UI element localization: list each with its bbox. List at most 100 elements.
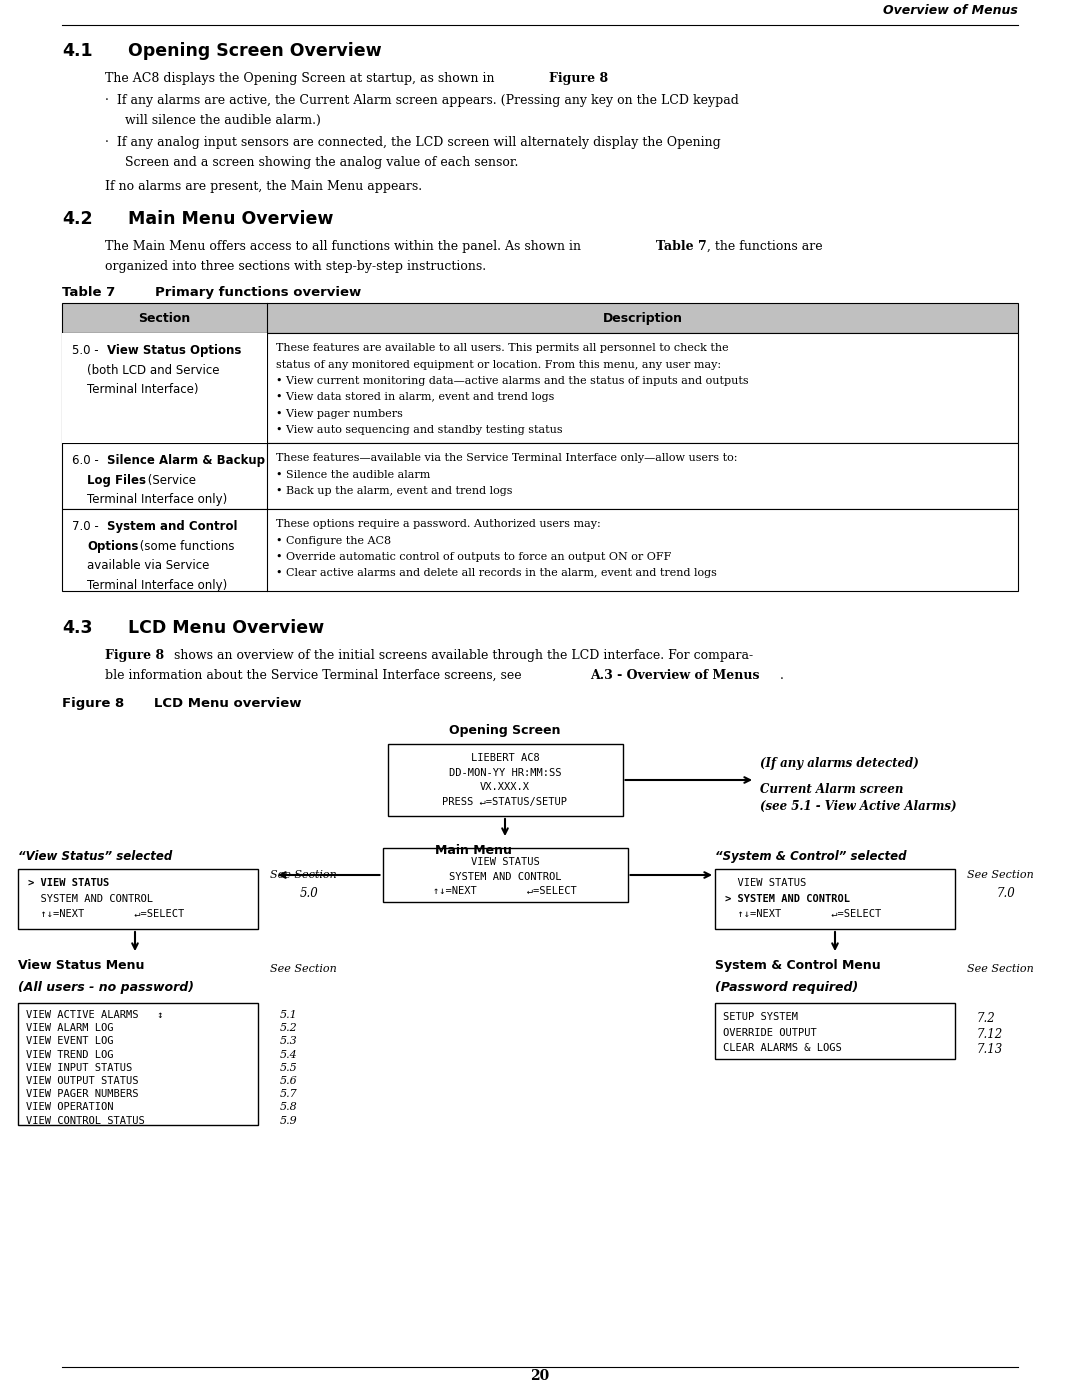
Text: 5.6: 5.6 [280, 1076, 298, 1085]
Text: PRESS ↵=STATUS/SETUP: PRESS ↵=STATUS/SETUP [443, 796, 567, 806]
Text: VIEW ALARM LOG: VIEW ALARM LOG [26, 1023, 113, 1034]
Text: 4.2: 4.2 [62, 210, 93, 228]
Text: status of any monitored equipment or location. From this menu, any user may:: status of any monitored equipment or loc… [276, 359, 721, 369]
Text: ·  If any alarms are active, the Current Alarm screen appears. (Pressing any key: · If any alarms are active, the Current … [105, 94, 739, 108]
Text: VIEW OUTPUT STATUS: VIEW OUTPUT STATUS [26, 1076, 138, 1085]
Text: ↑↓=NEXT        ↵=SELECT: ↑↓=NEXT ↵=SELECT [725, 909, 881, 919]
Text: VIEW STATUS: VIEW STATUS [725, 877, 807, 888]
Text: (some functions: (some functions [136, 539, 234, 552]
Text: These options require a password. Authorized users may:: These options require a password. Author… [276, 520, 600, 529]
Text: Table 7: Table 7 [656, 240, 706, 253]
Text: (Password required): (Password required) [715, 981, 859, 995]
Bar [62, 303, 1018, 332]
Text: ble information about the Service Terminal Interface screens, see: ble information about the Service Termin… [105, 669, 526, 682]
Text: • View pager numbers: • View pager numbers [276, 409, 403, 419]
Text: LIEBERT AC8: LIEBERT AC8 [471, 753, 539, 763]
Text: VIEW ACTIVE ALARMS   ↕: VIEW ACTIVE ALARMS ↕ [26, 1010, 163, 1020]
Text: Main Menu: Main Menu [435, 844, 512, 856]
Text: See Section: See Section [270, 870, 337, 880]
Text: ↑↓=NEXT        ↵=SELECT: ↑↓=NEXT ↵=SELECT [433, 886, 577, 895]
Text: VIEW EVENT LOG: VIEW EVENT LOG [26, 1037, 113, 1046]
Text: Terminal Interface): Terminal Interface) [87, 383, 199, 395]
Text: 5.8: 5.8 [280, 1102, 298, 1112]
Bar [62, 509, 1018, 591]
Text: • Clear active alarms and delete all records in the alarm, event and trend logs: • Clear active alarms and delete all rec… [276, 569, 717, 578]
Text: DD-MON-YY HR:MM:SS: DD-MON-YY HR:MM:SS [449, 767, 562, 778]
Text: available via Service: available via Service [87, 559, 210, 571]
Text: 5.5: 5.5 [280, 1063, 298, 1073]
Bar [62, 332, 1018, 443]
Text: 7.13: 7.13 [977, 1044, 1003, 1056]
Text: Table 7: Table 7 [62, 286, 116, 299]
Bar [715, 869, 955, 929]
Text: SETUP SYSTEM: SETUP SYSTEM [723, 1011, 798, 1023]
Text: (see 5.1 - View Active Alarms): (see 5.1 - View Active Alarms) [760, 800, 957, 813]
Text: If no alarms are present, the Main Menu appears.: If no alarms are present, the Main Menu … [105, 180, 422, 193]
Text: Opening Screen: Opening Screen [449, 724, 561, 738]
Text: ↑↓=NEXT        ↵=SELECT: ↑↓=NEXT ↵=SELECT [28, 909, 185, 919]
Text: Figure 8: Figure 8 [62, 697, 124, 710]
Text: • Override automatic control of outputs to force an output ON or OFF: • Override automatic control of outputs … [276, 552, 672, 562]
Text: Terminal Interface only): Terminal Interface only) [87, 578, 227, 591]
Text: • View auto sequencing and standby testing status: • View auto sequencing and standby testi… [276, 426, 563, 436]
Text: See Section: See Section [967, 964, 1034, 974]
Text: Terminal Interface): Terminal Interface) [72, 383, 194, 395]
Text: 5.9: 5.9 [280, 1116, 298, 1126]
Text: Silence Alarm & Backup: Silence Alarm & Backup [107, 454, 265, 467]
Text: 5.3: 5.3 [280, 1037, 298, 1046]
Text: 5.1: 5.1 [280, 1010, 298, 1020]
Text: ·  If any analog input sensors are connected, the LCD screen will alternately di: · If any analog input sensors are connec… [105, 136, 720, 149]
Text: A.3 - Overview of Menus: A.3 - Overview of Menus [590, 669, 759, 682]
Text: .: . [780, 669, 784, 682]
Text: View Status Options: View Status Options [107, 344, 241, 358]
Text: SYSTEM AND CONTROL: SYSTEM AND CONTROL [449, 872, 562, 882]
Text: LCD Menu overview: LCD Menu overview [140, 697, 301, 710]
Text: View Status Menu: View Status Menu [18, 958, 145, 972]
Text: Description: Description [603, 312, 683, 324]
Text: Overview of Menus: Overview of Menus [883, 4, 1018, 17]
Text: VIEW PAGER NUMBERS: VIEW PAGER NUMBERS [26, 1090, 138, 1099]
Bar [388, 745, 622, 816]
Text: 5.4: 5.4 [280, 1049, 298, 1059]
Text: , the functions are: , the functions are [707, 240, 823, 253]
Text: will silence the audible alarm.): will silence the audible alarm.) [125, 115, 321, 127]
Text: Section: Section [138, 312, 191, 324]
Text: VIEW CONTROL STATUS: VIEW CONTROL STATUS [26, 1116, 145, 1126]
Bar [18, 1003, 258, 1125]
Text: See Section: See Section [967, 870, 1034, 880]
Text: “System & Control” selected: “System & Control” selected [715, 849, 906, 863]
Text: 7.2: 7.2 [977, 1011, 996, 1025]
Text: Options: Options [87, 539, 138, 552]
Bar [715, 1003, 955, 1059]
Text: 7.0 -: 7.0 - [72, 520, 103, 534]
Text: System and Control: System and Control [107, 520, 238, 534]
Text: VX.XXX.X: VX.XXX.X [480, 782, 530, 792]
Text: • View data stored in alarm, event and trend logs: • View data stored in alarm, event and t… [276, 393, 554, 402]
Text: 5.0: 5.0 [300, 887, 319, 900]
Text: Terminal Interface only): Terminal Interface only) [87, 493, 227, 506]
Bar [62, 443, 1018, 509]
Text: VIEW INPUT STATUS: VIEW INPUT STATUS [26, 1063, 132, 1073]
Text: These features are available to all users. This permits all personnel to check t: These features are available to all user… [276, 344, 729, 353]
Text: shows an overview of the initial screens available through the LCD interface. Fo: shows an overview of the initial screens… [170, 650, 753, 662]
Text: (both LCD and Service: (both LCD and Service [87, 363, 219, 377]
Text: • Configure the AC8: • Configure the AC8 [276, 535, 391, 545]
Text: Primary functions overview: Primary functions overview [156, 286, 361, 299]
Text: 5.0 -: 5.0 - [72, 344, 103, 358]
Text: VIEW STATUS: VIEW STATUS [471, 856, 539, 868]
Text: 6.0 -: 6.0 - [72, 454, 103, 467]
Text: OVERRIDE OUTPUT: OVERRIDE OUTPUT [723, 1028, 816, 1038]
Text: Figure 8: Figure 8 [549, 73, 608, 85]
Text: 5.0 - View Status Options: 5.0 - View Status Options [72, 344, 241, 358]
Text: • View current monitoring data—active alarms and the status of inputs and output: • View current monitoring data—active al… [276, 376, 748, 386]
Text: organized into three sections with step-by-step instructions.: organized into three sections with step-… [105, 260, 486, 272]
Text: The Main Menu offers access to all functions within the panel. As shown in: The Main Menu offers access to all funct… [105, 240, 585, 253]
Text: Current Alarm screen: Current Alarm screen [760, 782, 903, 796]
Text: 4.3: 4.3 [62, 619, 93, 637]
Text: • Silence the audible alarm: • Silence the audible alarm [276, 469, 430, 479]
Text: The AC8 displays the Opening Screen at startup, as shown in: The AC8 displays the Opening Screen at s… [105, 73, 499, 85]
Text: VIEW OPERATION: VIEW OPERATION [26, 1102, 113, 1112]
Text: > VIEW STATUS: > VIEW STATUS [28, 877, 109, 888]
Bar [18, 869, 258, 929]
Text: .: . [602, 73, 606, 85]
